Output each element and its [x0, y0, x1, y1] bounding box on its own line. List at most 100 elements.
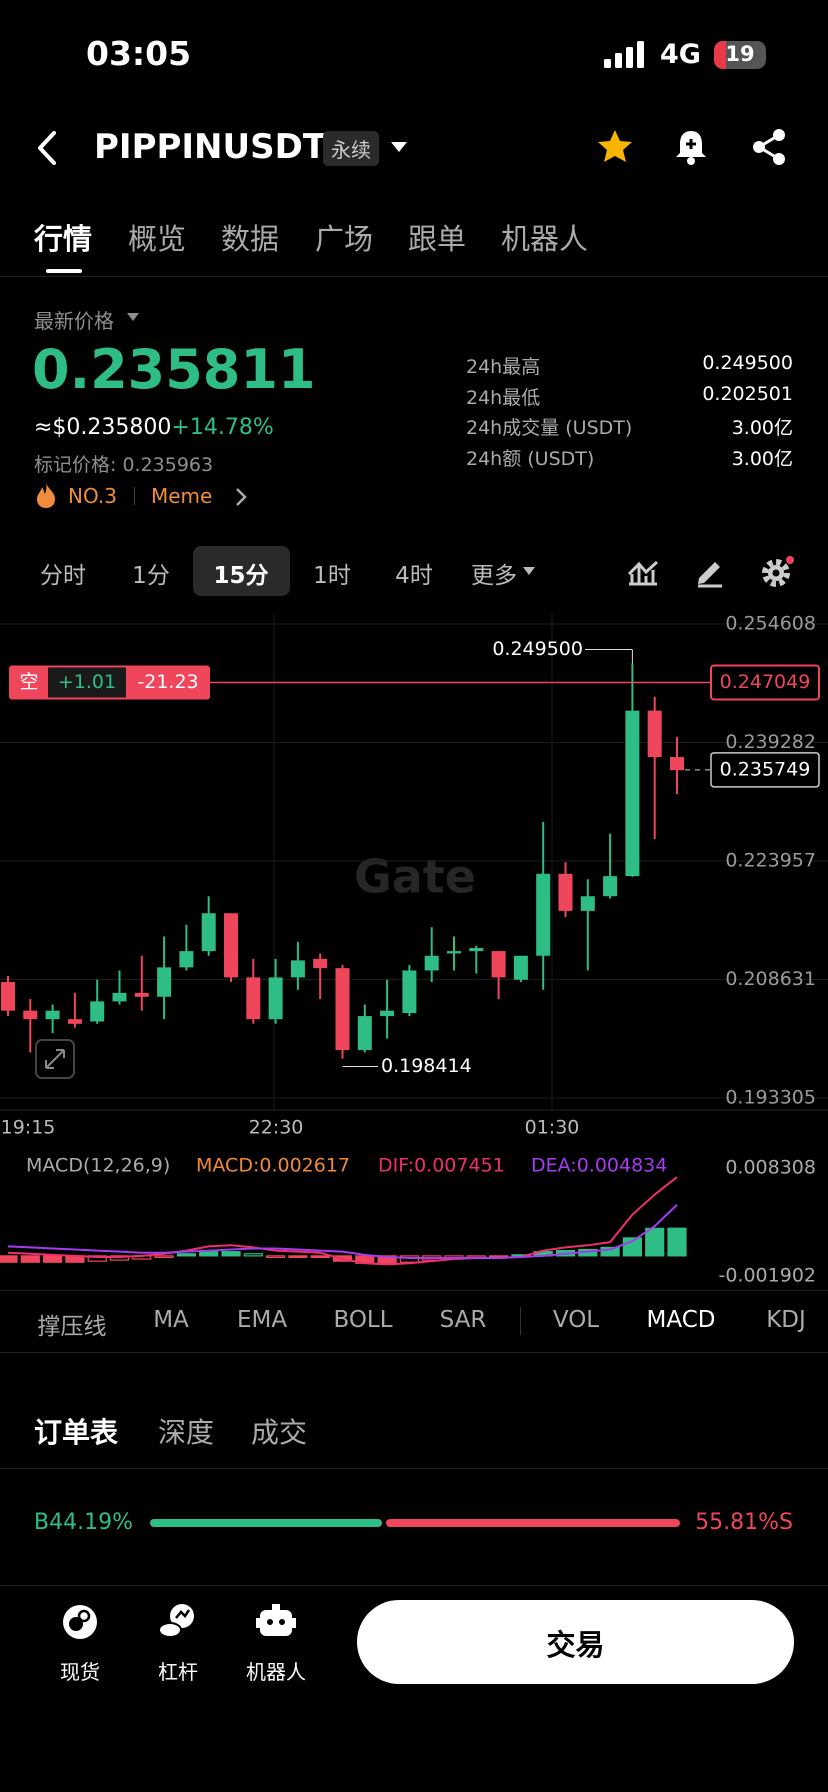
divider — [0, 276, 828, 277]
separator — [520, 1307, 521, 1335]
macd-bar — [42, 1255, 63, 1263]
margin-icon[interactable] — [156, 1602, 200, 1642]
interval[interactable]: 4时 — [395, 563, 433, 589]
stat-value: 0.202501 — [702, 382, 793, 405]
interval[interactable]: 更多 — [471, 563, 517, 589]
settings-icon[interactable] — [760, 554, 796, 590]
back-button[interactable] — [32, 130, 62, 166]
divider — [0, 1468, 828, 1469]
candle-body — [246, 977, 261, 1020]
separator — [134, 487, 135, 505]
indicator-tab[interactable]: KDJ — [766, 1307, 806, 1333]
interval[interactable]: 1时 — [313, 563, 351, 589]
interval[interactable]: 1分 — [132, 563, 170, 589]
tag[interactable]: Meme — [151, 484, 213, 508]
kline-chart: Gate 0.254608 0.239282 0.223957 0.208631 0.1… — [0, 614, 828, 1139]
buy-label: 44.19% — [49, 1510, 133, 1535]
draw-icon[interactable] — [694, 556, 726, 588]
stat-label: 24h最低 — [466, 386, 541, 409]
battery: 19 — [714, 41, 766, 69]
indicator-tab[interactable]: EMA — [236, 1307, 288, 1333]
dif-label: DIF:0.007451 — [378, 1155, 505, 1177]
more-dropdown[interactable] — [522, 566, 536, 576]
position-pnl: -21.23 — [137, 671, 198, 693]
chevron[interactable] — [234, 486, 248, 508]
orderbook-tab[interactable]: 深度 — [158, 1416, 215, 1449]
candle-body — [1, 982, 15, 1011]
y-tick-label: -0.001902 — [718, 1265, 816, 1287]
tab[interactable]: 广场 — [315, 222, 374, 256]
trade-label: 交易 — [546, 1628, 605, 1662]
macd-chart: MACD(12,26,9) MACD:0.002617 DIF:0.007451 DE… — [0, 1155, 816, 1287]
candle-body — [67, 1019, 82, 1024]
x-tick-label: 01:30 — [525, 1117, 580, 1139]
symbol[interactable]: PIPPINUSDT — [94, 127, 327, 167]
indicator-tab[interactable]: BOLL — [333, 1307, 393, 1333]
indicator-tab[interactable]: MACD — [646, 1307, 716, 1333]
candle-body — [536, 873, 551, 956]
macd-bar — [600, 1246, 620, 1257]
candle-body — [23, 1010, 38, 1020]
favorite-star[interactable] — [595, 127, 635, 167]
stat-value: 0.249500 — [702, 352, 793, 374]
candle-body — [112, 992, 127, 1002]
tab[interactable]: 跟单 — [408, 222, 467, 256]
candle-body — [424, 955, 439, 971]
indicator-tab[interactable]: SAR — [439, 1307, 487, 1333]
position-price: 0.247049 — [720, 671, 811, 693]
interval[interactable]: 分时 — [40, 563, 86, 589]
last-price-label: 0.235749 — [720, 758, 811, 780]
orderbook-tab[interactable]: 成交 — [251, 1416, 308, 1449]
indicator-tab[interactable]: MA — [153, 1307, 189, 1333]
mark-price-row: 标记价格: 0.235963 — [34, 450, 213, 477]
macd-bar — [645, 1227, 665, 1257]
y-tick-label: 0.223957 — [725, 849, 816, 871]
network: 4G — [660, 39, 701, 70]
tab[interactable]: 行情 — [34, 222, 93, 256]
stat-label: 24h额 (USDT) — [466, 447, 595, 470]
macd-bar — [399, 1255, 419, 1263]
interval[interactable]: 15分 — [213, 563, 269, 589]
y-tick-label: 0.254608 — [725, 614, 816, 635]
spot-icon[interactable] — [60, 1602, 100, 1642]
y-tick-label: 0.193305 — [725, 1087, 816, 1109]
mark-price: 0.235963 — [122, 454, 214, 476]
candle-body — [268, 977, 283, 1020]
trade-button[interactable]: 交易 — [357, 1600, 794, 1684]
divider — [0, 1352, 828, 1353]
indicator-tab[interactable]: VOL — [552, 1307, 600, 1333]
orderbook-tab[interactable]: 订单表 — [34, 1416, 119, 1449]
tab[interactable]: 数据 — [221, 222, 280, 256]
indicator-tab[interactable]: 撑压线 — [37, 1314, 107, 1340]
macd-bar — [0, 1255, 18, 1263]
last-price: 0.235811 — [32, 338, 316, 401]
nav-label[interactable]: 现货 — [60, 1660, 100, 1684]
nav-label[interactable]: 机器人 — [246, 1660, 306, 1684]
nav-label[interactable]: 杠杆 — [158, 1660, 198, 1684]
hot-icon — [37, 483, 55, 508]
signal-icon — [604, 41, 644, 68]
price-dropdown[interactable] — [126, 312, 140, 322]
candle-body — [447, 951, 461, 954]
indicator-icon[interactable] — [626, 556, 660, 588]
alert-bell[interactable] — [673, 127, 709, 167]
tab[interactable]: 概览 — [128, 222, 187, 256]
share[interactable] — [750, 127, 788, 167]
macd-bar — [288, 1255, 308, 1258]
symbol-dropdown[interactable] — [390, 140, 408, 154]
candle-body — [224, 913, 238, 978]
candle-body — [45, 1010, 60, 1020]
price-change: +14.78% — [171, 415, 274, 440]
fullscreen-button[interactable] — [35, 1039, 75, 1079]
price-label: 最新价格 — [34, 309, 114, 333]
dea-label: DEA:0.004834 — [531, 1155, 667, 1177]
contract-badge: 永续 — [323, 131, 379, 166]
macd-bar — [377, 1255, 397, 1264]
rank[interactable]: NO.3 — [68, 484, 117, 508]
candle-body — [201, 913, 216, 952]
tab[interactable]: 机器人 — [501, 222, 589, 256]
candle-body — [670, 757, 684, 771]
candle-body — [580, 896, 595, 911]
bot-icon[interactable] — [256, 1602, 296, 1642]
